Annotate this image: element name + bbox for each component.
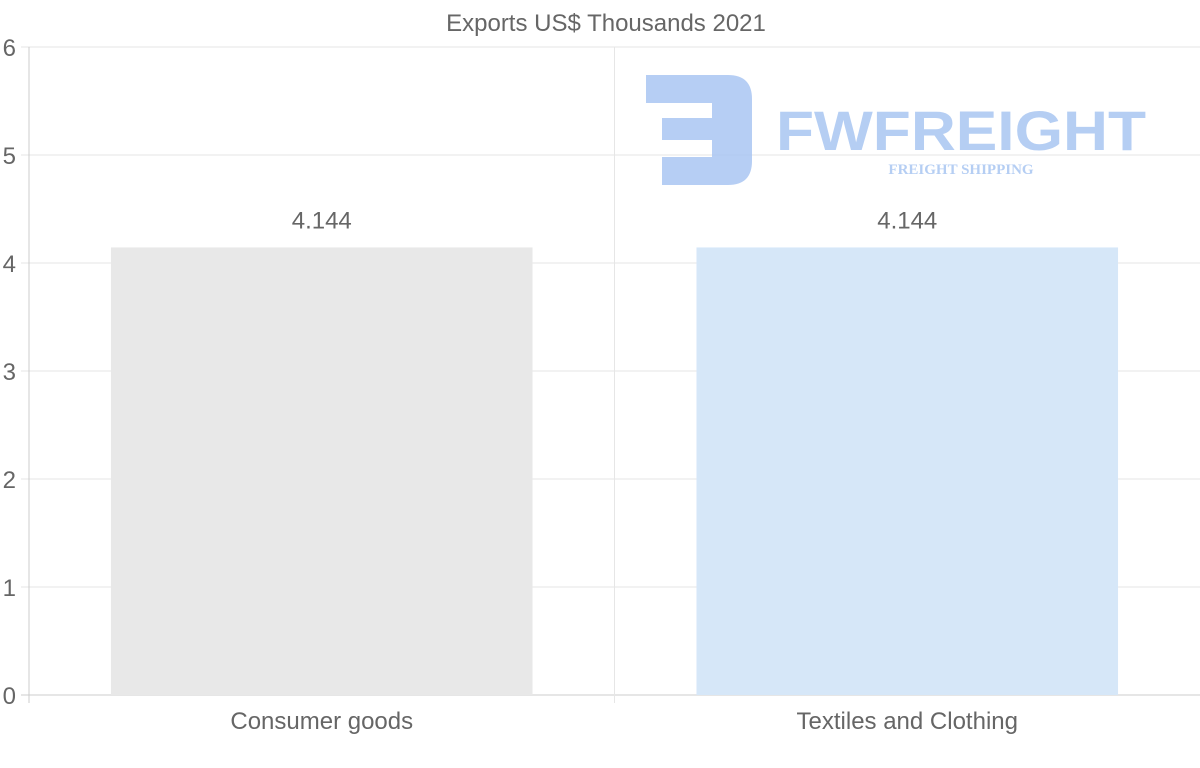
y-tick-label: 4 (3, 251, 16, 278)
logo-tagline-text: FREIGHT SHIPPING (888, 162, 1033, 178)
y-tick-label: 6 (3, 35, 16, 62)
x-tick-label: Consumer goods (230, 708, 413, 735)
x-tick-label: Textiles and Clothing (797, 708, 1018, 735)
data-label: 4.144 (877, 207, 937, 234)
bars: 4.144 4.144 (110, 207, 1119, 695)
y-tick-label: 0 (3, 683, 16, 710)
y-axis: 0 1 2 3 4 5 6 (3, 35, 16, 710)
x-axis: Consumer goods Textiles and Clothing (230, 708, 1018, 735)
logo-mark-icon (646, 75, 752, 185)
y-tick-label: 2 (3, 467, 16, 494)
logo-brand-text: FWFREIGHT (776, 99, 1146, 162)
bar-textiles-and-clothing (696, 247, 1119, 695)
fwfreight-watermark-logo: FWFREIGHT FREIGHT SHIPPING (646, 75, 1146, 185)
chart-title: Exports US$ Thousands 2021 (446, 10, 766, 37)
y-tick-label: 3 (3, 359, 16, 386)
bar-consumer-goods (110, 247, 533, 695)
y-tick-label: 5 (3, 143, 16, 170)
y-tick-label: 1 (3, 575, 16, 602)
data-label: 4.144 (292, 207, 352, 234)
